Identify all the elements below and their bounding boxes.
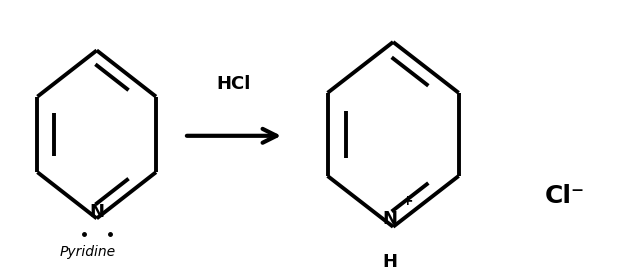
Text: N: N (89, 203, 104, 221)
Text: HCl: HCl (217, 75, 251, 93)
Text: Cl⁻: Cl⁻ (545, 184, 585, 208)
Text: N: N (383, 210, 397, 228)
Text: +: + (402, 194, 413, 208)
Text: Pyridine: Pyridine (59, 245, 115, 259)
Text: H: H (383, 253, 397, 271)
